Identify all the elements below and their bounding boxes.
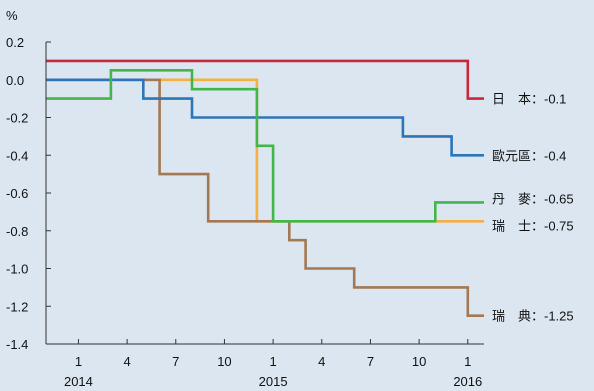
y-axis-ticks: 0.2 0.0 -0.2 -0.4 -0.6 -0.8 -1.0 -1.2 -1.4 xyxy=(6,35,51,352)
y-tick-label: -1.4 xyxy=(6,337,28,352)
series-line-4 xyxy=(46,78,484,318)
y-tick-label: 0.2 xyxy=(6,35,24,50)
x-tick-year-label: 2016 xyxy=(453,374,482,389)
series-line-3 xyxy=(46,78,484,223)
series-line-2 xyxy=(46,69,484,223)
series-labels: 日 本：-0.1 歐元區：-0.4 丹 麥：-0.65 瑞 士：-0.75 瑞 典：-1… xyxy=(492,92,574,324)
series-end-label-0: 日 本：-0.1 xyxy=(492,92,566,107)
y-tick-label: -0.4 xyxy=(6,148,28,163)
series-end-label-2: 丹 麥：-0.65 xyxy=(492,191,574,206)
series-end-label-3: 瑞 士：-0.75 xyxy=(492,218,574,233)
y-tick-label: -1.2 xyxy=(6,299,28,314)
x-tick-month-label: 1 xyxy=(269,354,276,369)
x-tick-month-label: 4 xyxy=(318,354,325,369)
x-tick-month-label: 10 xyxy=(217,354,231,369)
series-end-label-1: 歐元區：-0.4 xyxy=(492,148,566,163)
y-tick-label: 0.0 xyxy=(6,73,24,88)
y-axis-unit-label: % xyxy=(6,8,18,23)
x-tick-month-label: 7 xyxy=(172,354,179,369)
x-axis-ticks: 1 2014 4 7 10 1 2015 4 7 10 1 2016 xyxy=(64,339,482,389)
y-tick-label: -0.2 xyxy=(6,111,28,126)
series-line-0 xyxy=(46,59,484,100)
series-end-label-4: 瑞 典：-1.25 xyxy=(492,309,574,324)
y-tick-label: -1.0 xyxy=(6,262,28,277)
x-tick-month-label: 4 xyxy=(123,354,130,369)
x-tick-month-label: 1 xyxy=(464,354,471,369)
x-tick-month-label: 1 xyxy=(75,354,82,369)
x-tick-year-label: 2014 xyxy=(64,374,93,389)
y-tick-label: -0.8 xyxy=(6,224,28,239)
x-tick-month-label: 10 xyxy=(412,354,426,369)
series-line-1 xyxy=(46,78,484,157)
series-lines xyxy=(46,59,484,318)
x-tick-month-label: 7 xyxy=(367,354,374,369)
x-tick-year-label: 2015 xyxy=(259,374,288,389)
y-tick-label: -0.6 xyxy=(6,186,28,201)
